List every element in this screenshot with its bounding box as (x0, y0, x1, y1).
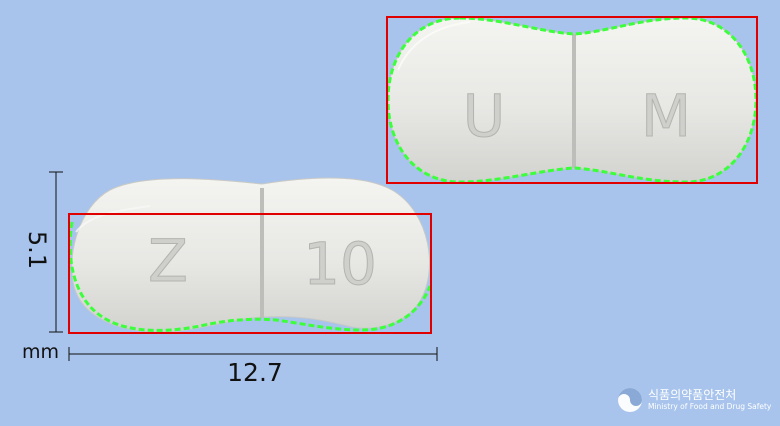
watermark: 식품의약품안전처 Ministry of Food and Drug Safet… (616, 386, 776, 416)
unit-label: mm (22, 341, 60, 363)
tablet-back: U M (386, 16, 758, 184)
watermark-korean: 식품의약품안전처 (648, 388, 737, 402)
detection-outline-front (68, 221, 432, 332)
height-dimension (49, 171, 63, 333)
imprint-back-left: U (463, 82, 505, 150)
mfds-logo-icon (618, 388, 642, 412)
tablet-front: Z 10 (68, 177, 432, 334)
height-label: 5.1 (23, 230, 52, 270)
imprint-front-right: 10 (303, 230, 377, 298)
width-label: 12.7 (227, 358, 283, 387)
bounding-box-back (386, 16, 758, 184)
imprint-back-right: M (641, 82, 691, 150)
imprint-front-left: Z (148, 227, 188, 295)
bounding-box-front (68, 213, 432, 334)
watermark-english: Ministry of Food and Drug Safety (648, 402, 772, 411)
width-dimension (68, 347, 438, 361)
